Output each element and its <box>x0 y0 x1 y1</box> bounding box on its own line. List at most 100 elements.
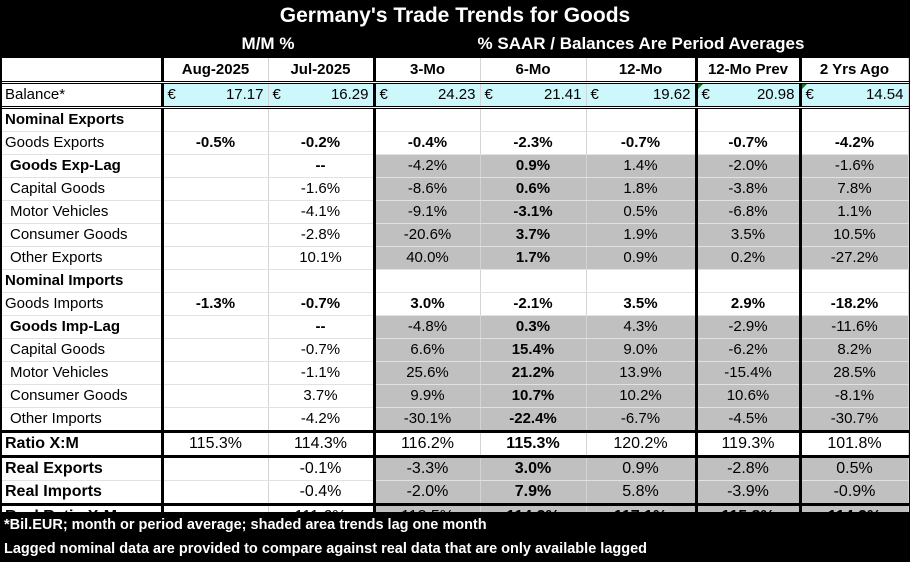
value-cell: -0.9% <box>798 480 909 505</box>
value-cell: 0.2% <box>694 246 801 270</box>
col-header-12mo: 12-Mo <box>586 58 697 83</box>
value-cell: -0.7% <box>586 131 697 155</box>
value-cell: 8.2% <box>798 338 909 362</box>
value-cell: -2.0% <box>372 480 481 505</box>
value-cell: -4.2% <box>268 407 375 432</box>
value-cell: -6.7% <box>586 407 697 432</box>
value-cell: -6.8% <box>694 200 801 224</box>
row-label: Nominal Exports <box>2 107 163 132</box>
subtitle-saar: % SAAR / Balances Are Period Averages <box>477 34 805 53</box>
balance-value: 21.41 <box>543 86 582 103</box>
value-cell: -2.3% <box>480 131 587 155</box>
value-cell: -0.2% <box>268 131 375 155</box>
table-row: Goods Exp-Lag -- -4.2% 0.9% 1.4% -2.0% -1.6% <box>2 154 909 178</box>
value-cell: 5.8% <box>586 480 697 505</box>
value-cell: 9.9% <box>372 384 481 408</box>
value-cell: -22.4% <box>480 407 587 432</box>
value-cell: -0.1% <box>268 455 375 481</box>
row-label: Capital Goods <box>2 338 163 362</box>
table-row: Goods Exports -0.5% -0.2% -0.4% -2.3% -0.7% -0… <box>2 131 909 155</box>
value-cell: -1.6% <box>798 154 909 178</box>
value-cell: 119.3% <box>694 430 801 457</box>
value-cell <box>160 361 269 385</box>
row-label: Nominal Imports <box>2 269 163 293</box>
table-row: Goods Imports -1.3% -0.7% 3.0% -2.1% 3.5% 2.9%… <box>2 292 909 316</box>
euro-symbol: € <box>167 86 176 103</box>
value-cell: -30.1% <box>372 407 481 432</box>
value-cell: -8.1% <box>798 384 909 408</box>
value-cell: 25.6% <box>372 361 481 385</box>
row-label: Motor Vehicles <box>2 361 163 385</box>
value-cell: -2.8% <box>268 223 375 247</box>
footnote-lagged: Lagged nominal data are provided to comp… <box>4 541 648 557</box>
value-cell <box>586 107 697 132</box>
value-cell: -6.2% <box>694 338 801 362</box>
footnotes: *Bil.EUR; month or period average; shade… <box>0 512 910 562</box>
row-label: Consumer Goods <box>2 384 163 408</box>
value-cell: 0.5% <box>798 455 909 481</box>
value-cell: -4.2% <box>372 154 481 178</box>
table-row: Capital Goods -1.6% -8.6% 0.6% 1.8% -3.8% 7.8% <box>2 177 909 201</box>
value-cell <box>160 315 269 339</box>
value-cell: -11.6% <box>798 315 909 339</box>
footnote-units: *Bil.EUR; month or period average; shade… <box>4 517 487 533</box>
value-cell: -30.7% <box>798 407 909 432</box>
euro-symbol: € <box>805 86 814 103</box>
value-cell: -0.4% <box>268 480 375 505</box>
table-row: Other Exports 10.1% 40.0% 1.7% 0.9% 0.2% -27.2… <box>2 246 909 270</box>
value-cell: -- <box>268 154 375 178</box>
value-cell: 10.2% <box>586 384 697 408</box>
value-cell: 0.9% <box>586 246 697 270</box>
table-row: Nominal Imports <box>2 269 909 293</box>
value-cell: -4.1% <box>268 200 375 224</box>
balance-value: 16.29 <box>330 86 369 103</box>
balance-cell: €24.23 <box>372 81 481 109</box>
value-cell: 10.7% <box>480 384 587 408</box>
value-cell <box>160 223 269 247</box>
value-cell: -2.8% <box>694 455 801 481</box>
value-cell <box>586 269 697 293</box>
value-cell <box>694 269 801 293</box>
row-label: Real Exports <box>2 455 163 481</box>
value-cell: -8.6% <box>372 177 481 201</box>
value-cell: 1.8% <box>586 177 697 201</box>
balance-row: Balance* €17.17 €16.29 €24.23 €21.41 €19… <box>2 81 909 109</box>
header-label-cell <box>2 58 163 83</box>
value-cell: -4.2% <box>798 131 909 155</box>
table-row: Real Imports -0.4% -2.0% 7.9% 5.8% -3.9% -0.9% <box>2 480 909 505</box>
value-cell <box>480 107 587 132</box>
value-cell: -- <box>268 315 375 339</box>
value-cell: 0.6% <box>480 177 587 201</box>
value-cell: 1.9% <box>586 223 697 247</box>
balance-value: 20.98 <box>756 86 795 103</box>
value-cell: -3.8% <box>694 177 801 201</box>
header-row: Aug-2025 Jul-2025 3-Mo 6-Mo 12-Mo 12-Mo … <box>2 58 909 83</box>
value-cell: -9.1% <box>372 200 481 224</box>
col-header-6mo: 6-Mo <box>480 58 587 83</box>
row-label: Goods Imports <box>2 292 163 316</box>
value-cell: 3.0% <box>480 455 587 481</box>
subtitle-mm: M/M % <box>241 34 295 53</box>
balance-value: 19.62 <box>652 86 691 103</box>
value-cell <box>798 107 909 132</box>
row-label: Capital Goods <box>2 177 163 201</box>
value-cell: -27.2% <box>798 246 909 270</box>
value-cell: 7.9% <box>480 480 587 505</box>
balance-cell: €16.29 <box>268 81 375 109</box>
value-cell: -2.0% <box>694 154 801 178</box>
balance-cell: €19.62 <box>586 81 697 109</box>
value-cell: -2.9% <box>694 315 801 339</box>
value-cell <box>160 200 269 224</box>
row-label: Other Exports <box>2 246 163 270</box>
balance-cell: €14.54 <box>798 81 909 109</box>
value-cell: -18.2% <box>798 292 909 316</box>
trade-table: Aug-2025 Jul-2025 3-Mo 6-Mo 12-Mo 12-Mo … <box>2 58 909 530</box>
value-cell <box>160 338 269 362</box>
value-cell: 1.1% <box>798 200 909 224</box>
value-cell <box>160 107 269 132</box>
value-cell: 1.4% <box>586 154 697 178</box>
table-row: Other Imports -4.2% -30.1% -22.4% -6.7% -4.5%… <box>2 407 909 432</box>
value-cell: 40.0% <box>372 246 481 270</box>
balance-cell: €21.41 <box>480 81 587 109</box>
value-cell <box>160 246 269 270</box>
